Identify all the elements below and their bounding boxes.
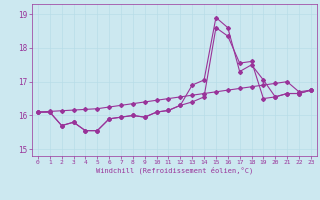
X-axis label: Windchill (Refroidissement éolien,°C): Windchill (Refroidissement éolien,°C): [96, 167, 253, 174]
